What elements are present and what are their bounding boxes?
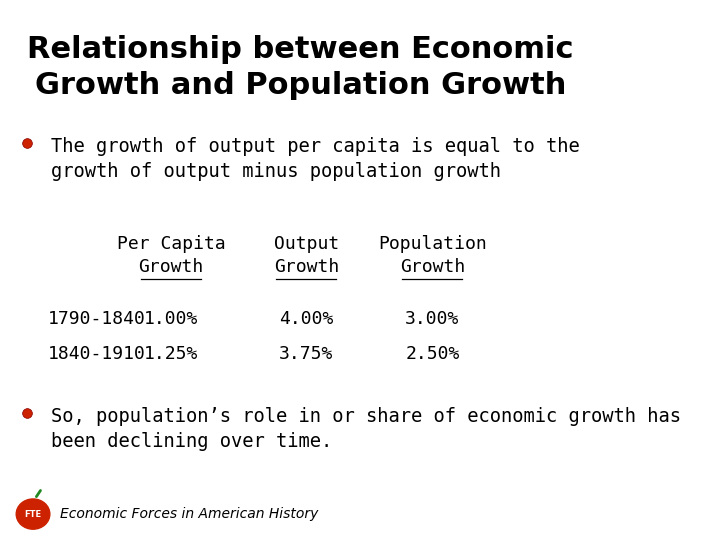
Text: 4.00%: 4.00%	[279, 309, 333, 328]
Text: 1.00%: 1.00%	[144, 309, 198, 328]
Text: Relationship between Economic
Growth and Population Growth: Relationship between Economic Growth and…	[27, 35, 574, 100]
Text: Population
Growth: Population Growth	[378, 235, 487, 276]
Text: 1840-1910: 1840-1910	[48, 345, 146, 363]
Text: The growth of output per capita is equal to the
growth of output minus populatio: The growth of output per capita is equal…	[51, 137, 580, 180]
Text: FTE: FTE	[24, 510, 42, 518]
Text: 3.75%: 3.75%	[279, 345, 333, 363]
Text: 3.00%: 3.00%	[405, 309, 459, 328]
Text: 1790-1840: 1790-1840	[48, 309, 146, 328]
Text: Per Capita
Growth: Per Capita Growth	[117, 235, 225, 276]
Text: 2.50%: 2.50%	[405, 345, 459, 363]
Text: So, population’s role in or share of economic growth has
been declining over tim: So, population’s role in or share of eco…	[51, 407, 681, 450]
Circle shape	[17, 499, 50, 529]
FancyArrowPatch shape	[37, 490, 40, 497]
Text: Output
Growth: Output Growth	[274, 235, 339, 276]
Text: Economic Forces in American History: Economic Forces in American History	[60, 507, 318, 521]
Text: 1.25%: 1.25%	[144, 345, 198, 363]
